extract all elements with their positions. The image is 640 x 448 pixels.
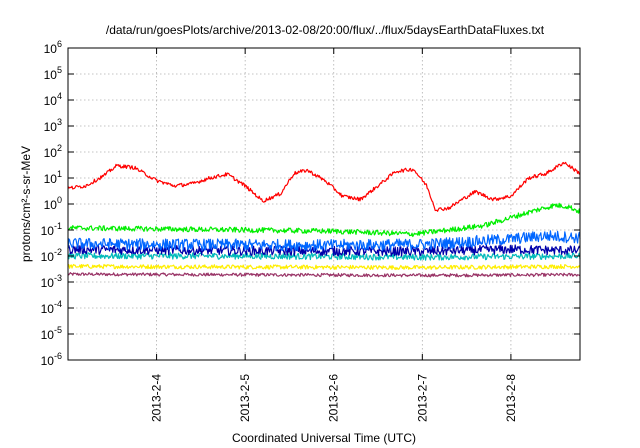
x-tick-label: 2013-2-5: [238, 374, 252, 422]
y-tick-exponent: -6: [54, 351, 62, 361]
y-tick-base: 10: [41, 276, 55, 290]
y-tick-exponent: 3: [57, 117, 62, 127]
x-tick-label: 2013-2-8: [504, 374, 518, 422]
series-line-0: [67, 161, 581, 212]
y-tick-exponent: 1: [57, 169, 62, 179]
y-tick-base: 10: [44, 146, 58, 160]
y-tick-label: 10-4: [41, 299, 62, 316]
x-tick-label: 2013-2-7: [415, 374, 429, 422]
y-tick-exponent: 4: [57, 91, 62, 101]
y-tick-base: 10: [44, 42, 58, 56]
y-tick-base: 10: [44, 198, 58, 212]
chart-title: /data/run/goesPlots/archive/2013-02-08/2…: [106, 23, 545, 37]
y-tick-label: 104: [44, 91, 62, 108]
y-tick-base: 10: [41, 302, 55, 316]
y-tick-label: 100: [44, 195, 62, 212]
series-line-1: [67, 202, 581, 238]
y-tick-label: 10-1: [41, 221, 62, 238]
y-tick-base: 10: [44, 68, 58, 82]
y-tick-exponent: -2: [54, 247, 62, 257]
y-tick-label: 106: [44, 39, 62, 56]
y-tick-exponent: -3: [54, 273, 62, 283]
y-tick-exponent: 5: [57, 65, 62, 75]
y-tick-label: 10-2: [41, 247, 62, 264]
y-tick-base: 10: [44, 94, 58, 108]
y-tick-base: 10: [41, 250, 55, 264]
x-tick-label: 2013-2-4: [150, 374, 164, 422]
x-tick-label: 2013-2-6: [327, 374, 341, 422]
y-tick-label: 102: [44, 143, 62, 160]
series-line-4: [67, 252, 581, 261]
y-tick-exponent: 2: [57, 143, 62, 153]
y-tick-base: 10: [44, 172, 58, 186]
y-tick-exponent: -1: [54, 221, 62, 231]
y-axis: 10-610-510-410-310-210-11001011021031041…: [41, 39, 580, 368]
y-tick-label: 103: [44, 117, 62, 134]
y-tick-exponent: -4: [54, 299, 62, 309]
y-tick-label: 10-6: [41, 351, 62, 368]
y-tick-base: 10: [41, 224, 55, 238]
y-tick-label: 10-5: [41, 325, 62, 342]
series-line-6: [67, 272, 581, 278]
y-tick-exponent: 6: [57, 39, 62, 49]
series-line-5: [67, 263, 581, 271]
y-tick-exponent: -5: [54, 325, 62, 335]
data-series: [67, 161, 581, 278]
y-tick-base: 10: [41, 328, 55, 342]
y-tick-base: 10: [44, 120, 58, 134]
x-axis-label: Coordinated Universal Time (UTC): [232, 431, 416, 445]
y-tick-label: 105: [44, 65, 62, 82]
y-tick-base: 10: [41, 354, 55, 368]
series-line-2: [67, 230, 581, 252]
y-axis-label: protons/cm²-s-sr-MeV: [19, 146, 33, 262]
grid-lines: [68, 48, 580, 360]
y-tick-exponent: 0: [57, 195, 62, 205]
x-axis: 2013-2-4 2013-2-5 2013-2-6 2013-2-7 2013-2-8: [150, 48, 518, 422]
y-tick-label: 101: [44, 169, 62, 186]
y-tick-label: 10-3: [41, 273, 62, 290]
